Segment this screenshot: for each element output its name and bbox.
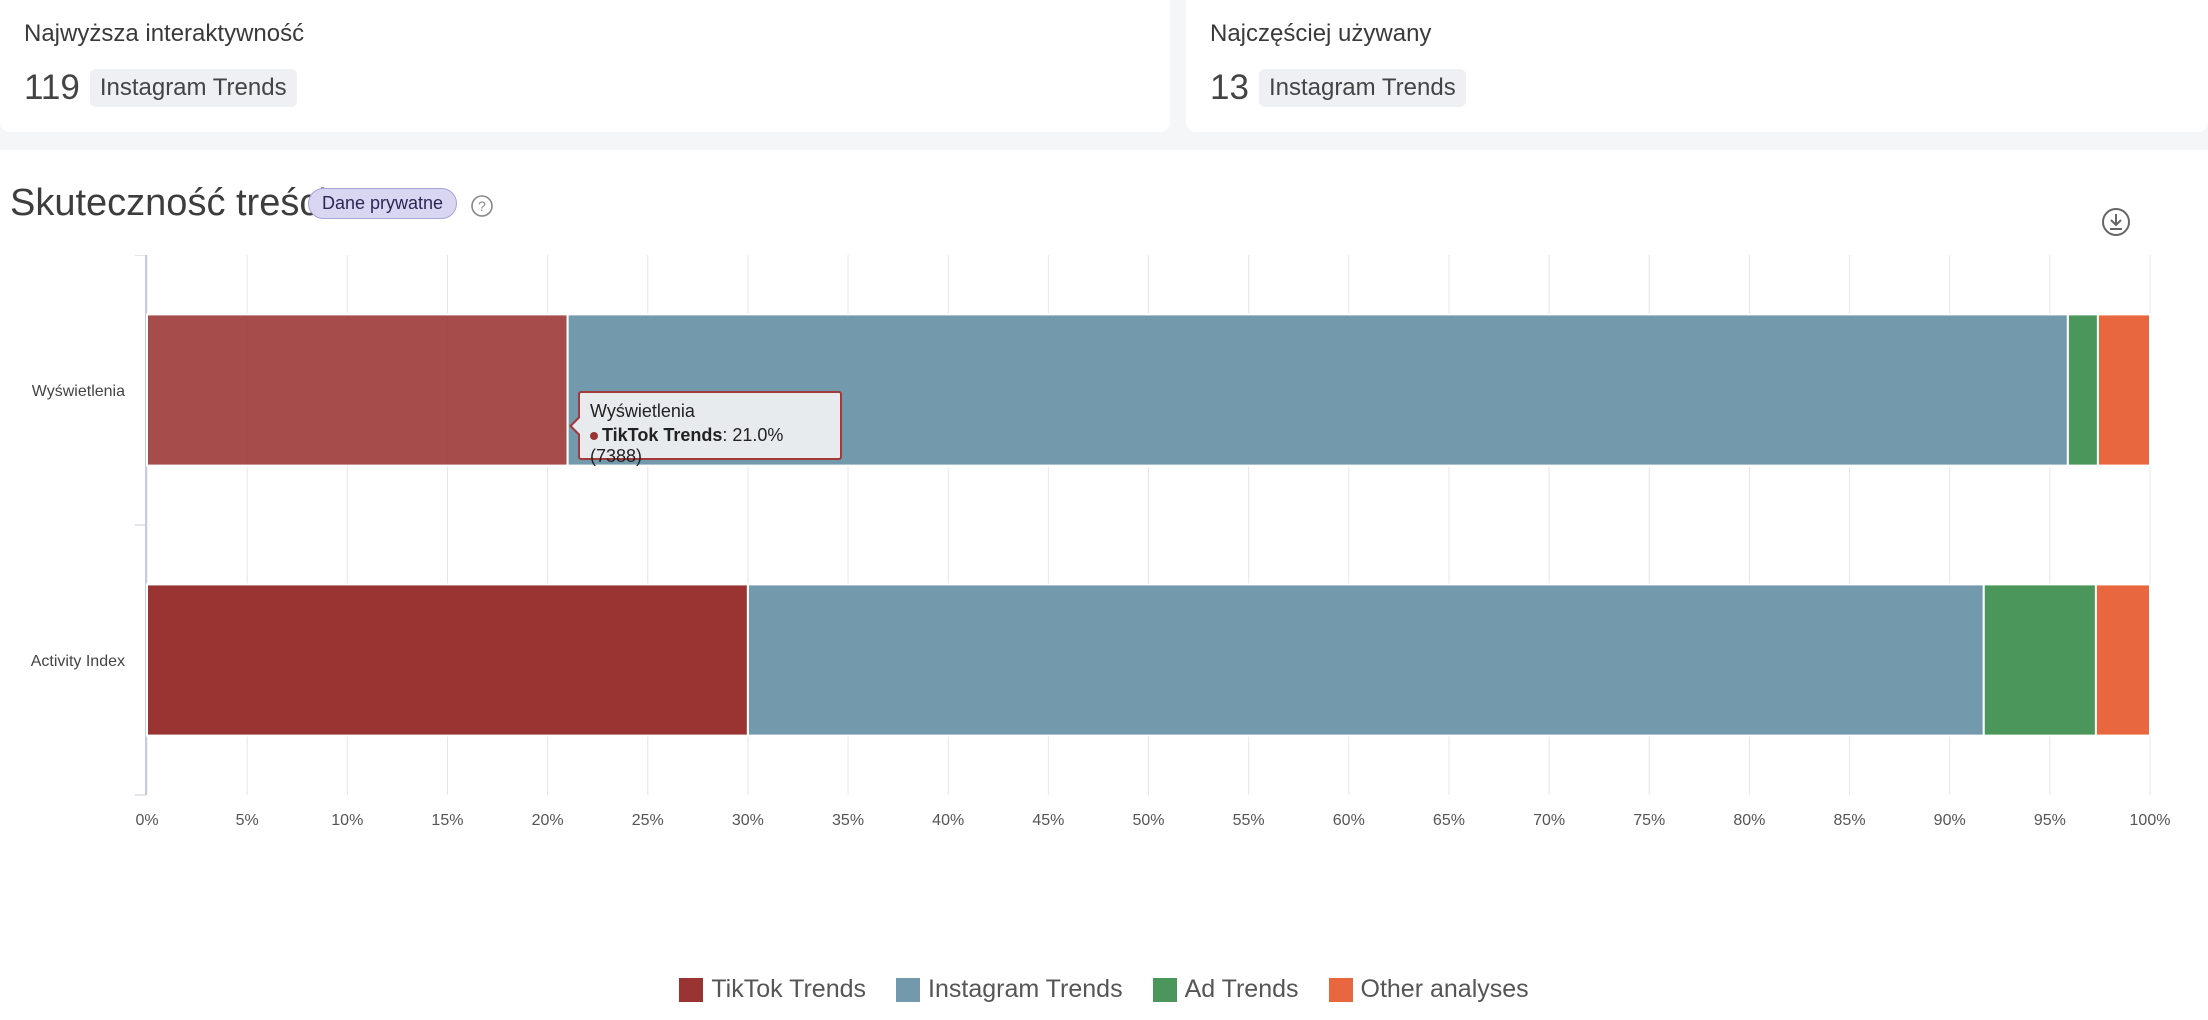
x-tick-label: 10%	[331, 812, 363, 829]
bar-segment	[746, 583, 1985, 737]
bar-segment	[146, 583, 749, 737]
download-icon[interactable]	[2100, 206, 2132, 238]
x-tick-label: 65%	[1433, 812, 1465, 829]
legend-item[interactable]: Ad Trends	[1152, 975, 1299, 1004]
x-tick-label: 25%	[632, 812, 664, 829]
legend-label: Other analyses	[1360, 975, 1529, 1003]
x-tick-label: 45%	[1032, 812, 1064, 829]
panel-title: Skuteczność treści	[10, 182, 327, 224]
most-used-card: Najczęściej używany 13 Instagram Trends	[1186, 0, 2208, 132]
x-tick-label: 100%	[2130, 812, 2171, 829]
card-number: 13	[1210, 68, 1249, 107]
legend-swatch	[1152, 977, 1177, 1002]
card-value-row: 119 Instagram Trends	[24, 68, 297, 108]
bar-segment	[2066, 313, 2099, 467]
x-tick-label: 5%	[236, 812, 259, 829]
legend-item[interactable]: Other analyses	[1328, 975, 1529, 1004]
x-tick-label: 75%	[1633, 812, 1665, 829]
private-data-badge: Dane prywatne	[308, 188, 458, 219]
x-tick-label: 80%	[1733, 812, 1765, 829]
y-category-label: Wyświetlenia	[32, 383, 125, 400]
x-tick-label: 85%	[1834, 812, 1866, 829]
x-tick-label: 55%	[1233, 812, 1265, 829]
tooltip-category: Wyświetlenia	[590, 401, 695, 421]
bar-segment	[1982, 583, 2097, 737]
legend-swatch	[1328, 977, 1353, 1002]
card-label: Najczęściej używany	[1210, 20, 1432, 47]
x-tick-label: 20%	[532, 812, 564, 829]
bar-segment	[2096, 313, 2152, 467]
card-tag: Instagram Trends	[89, 69, 297, 107]
x-tick-label: 0%	[135, 812, 158, 829]
x-tick-label: 95%	[2034, 812, 2066, 829]
x-tick-label: 35%	[832, 812, 864, 829]
tooltip-series-dot	[590, 432, 598, 441]
card-value-row: 13 Instagram Trends	[1210, 68, 1466, 108]
stacked-bar-chart: 0% 5% 10% 15% 20% 25% 30% 35% 40% 45% 50% 55% 60% 65%…	[31, 255, 2171, 829]
card-tag: Instagram Trends	[1258, 69, 1466, 107]
bar-segment	[146, 313, 569, 467]
x-tick-label: 90%	[1934, 812, 1966, 829]
x-tick-label: 50%	[1132, 812, 1164, 829]
legend-item[interactable]: Instagram Trends	[896, 975, 1123, 1004]
y-category-label: Activity Index	[31, 653, 125, 670]
chart-tooltip: Wyświetlenia TikTok Trends: 21.0% (7388)	[569, 391, 842, 466]
tooltip-series-name: TikTok Trends	[602, 425, 723, 445]
top-interaction-card: Najwyższa interaktywność 119 Instagram T…	[0, 0, 1170, 132]
legend-label: TikTok Trends	[711, 975, 867, 1003]
card-number: 119	[24, 68, 80, 107]
x-tick-label: 70%	[1533, 812, 1565, 829]
legend-swatch	[896, 977, 921, 1002]
question-circle-icon[interactable]: ?	[470, 194, 494, 218]
x-tick-label: 15%	[431, 812, 463, 829]
tooltip-value-line: TikTok Trends: 21.0% (7388)	[590, 425, 830, 467]
x-tick-label: 60%	[1333, 812, 1365, 829]
legend-item[interactable]: TikTok Trends	[679, 975, 866, 1004]
tooltip-value: : 21.0% (7388)	[590, 425, 784, 466]
content-performance-panel: Skuteczność treści Dane prywatne ? 0% 5% 1…	[0, 150, 2208, 1020]
chart-legend: TikTok Trends Instagram Trends Ad Trends Ot…	[0, 975, 2208, 1004]
bar-segment	[2094, 583, 2151, 737]
tooltip-arrow-inner	[572, 417, 581, 435]
x-tick-label: 40%	[932, 812, 964, 829]
svg-text:?: ?	[478, 198, 486, 214]
legend-label: Ad Trends	[1184, 975, 1299, 1003]
legend-label: Instagram Trends	[928, 975, 1123, 1003]
x-tick-label: 30%	[732, 812, 764, 829]
legend-swatch	[679, 977, 704, 1002]
card-label: Najwyższa interaktywność	[24, 20, 305, 47]
